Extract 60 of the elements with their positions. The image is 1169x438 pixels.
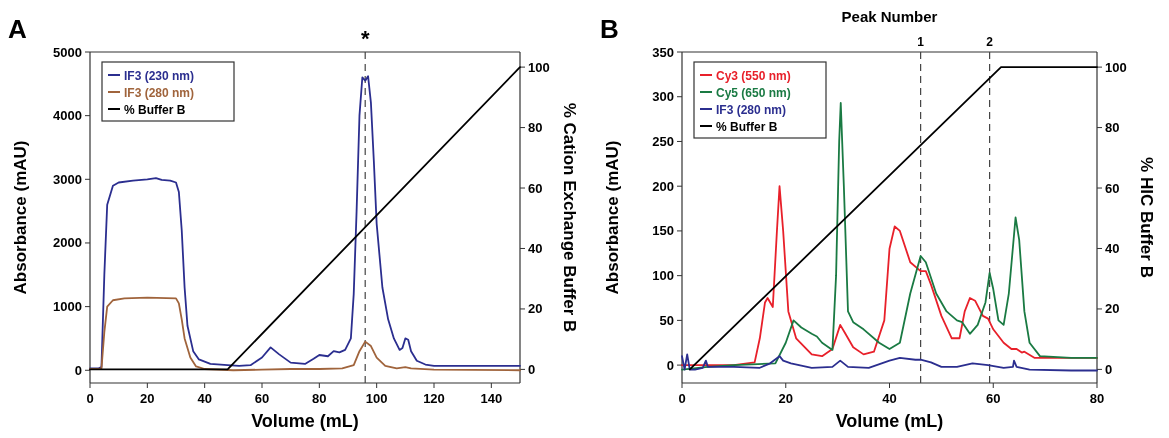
- y-tick-label: 4000: [53, 108, 82, 124]
- x-tick-label: 0: [678, 391, 686, 406]
- y-tick-label: 3000: [53, 171, 82, 187]
- y2-axis-title: % HIC Buffer B: [1137, 157, 1156, 278]
- y2-axis-title: % Cation Exchange Buffer B: [560, 102, 579, 333]
- y2-tick-label: 60: [528, 180, 543, 196]
- legend-label: IF3 (230 nm): [124, 68, 195, 83]
- line-series: [89, 296, 521, 372]
- chart-title: B: [600, 14, 619, 44]
- x-tick-label: 40: [882, 391, 897, 406]
- y2-tick-label: 0: [528, 361, 536, 377]
- x-tick-label: 80: [312, 391, 327, 406]
- y-axis-title: Absorbance (mAU): [603, 140, 622, 295]
- y-tick-label: 1000: [53, 299, 82, 315]
- x-tick-label: 140: [480, 391, 503, 406]
- legend-label: % Buffer B: [716, 119, 778, 134]
- text: 2: [986, 35, 994, 49]
- y2-tick-label: 20: [1105, 301, 1120, 317]
- y2-tick-label: 60: [1105, 180, 1120, 196]
- x-tick-label: 100: [365, 391, 388, 406]
- y-tick-label: 250: [652, 133, 674, 149]
- y-tick-label: 0: [74, 362, 82, 378]
- y2-tick-label: 80: [1105, 120, 1120, 136]
- x-axis-title: Volume (mL): [251, 411, 359, 431]
- legend-label: Cy5 (650 nm): [716, 85, 791, 100]
- x-tick-label: 20: [778, 391, 793, 406]
- x-tick-label: 40: [197, 391, 212, 406]
- y-axis-title: Absorbance (mAU): [11, 140, 30, 295]
- y-tick-label: 200: [652, 178, 674, 194]
- y-tick-label: 300: [652, 89, 674, 105]
- legend-label: IF3 (280 nm): [716, 102, 787, 117]
- text: 1: [917, 35, 925, 49]
- x-tick-label: 120: [423, 391, 445, 406]
- x-tick-label: 80: [1089, 391, 1105, 406]
- y2-tick-label: 100: [1105, 59, 1127, 75]
- x-tick-label: 60: [254, 391, 270, 406]
- y2-tick-label: 0: [1105, 361, 1113, 377]
- x-tick-label: 60: [986, 391, 1001, 406]
- y-tick-label: 2000: [53, 235, 82, 251]
- legend-label: % Buffer B: [124, 102, 186, 117]
- x-tick-label: 20: [140, 391, 155, 406]
- ref-line-label: *: [360, 26, 370, 51]
- y-tick-label: 350: [652, 44, 674, 60]
- x-axis-title: Volume (mL): [835, 411, 944, 431]
- y2-tick-label: 20: [528, 301, 543, 317]
- y-tick-label: 150: [652, 223, 674, 239]
- legend-label: IF3 (280 nm): [124, 85, 195, 100]
- y2-tick-label: 40: [1105, 240, 1120, 256]
- y-tick-label: 0: [666, 357, 674, 373]
- legend-label: Cy3 (550 nm): [716, 68, 791, 83]
- y2-tick-label: 80: [528, 120, 543, 136]
- text: Peak Number: [841, 8, 938, 25]
- y2-tick-label: 100: [528, 59, 550, 75]
- y-tick-label: 100: [652, 268, 674, 284]
- chart-title: A: [8, 14, 27, 44]
- y2-tick-label: 40: [528, 240, 543, 256]
- x-tick-label: 0: [86, 391, 94, 406]
- y-tick-label: 5000: [53, 44, 82, 60]
- y-tick-label: 50: [659, 312, 674, 328]
- line-series: [681, 353, 1098, 372]
